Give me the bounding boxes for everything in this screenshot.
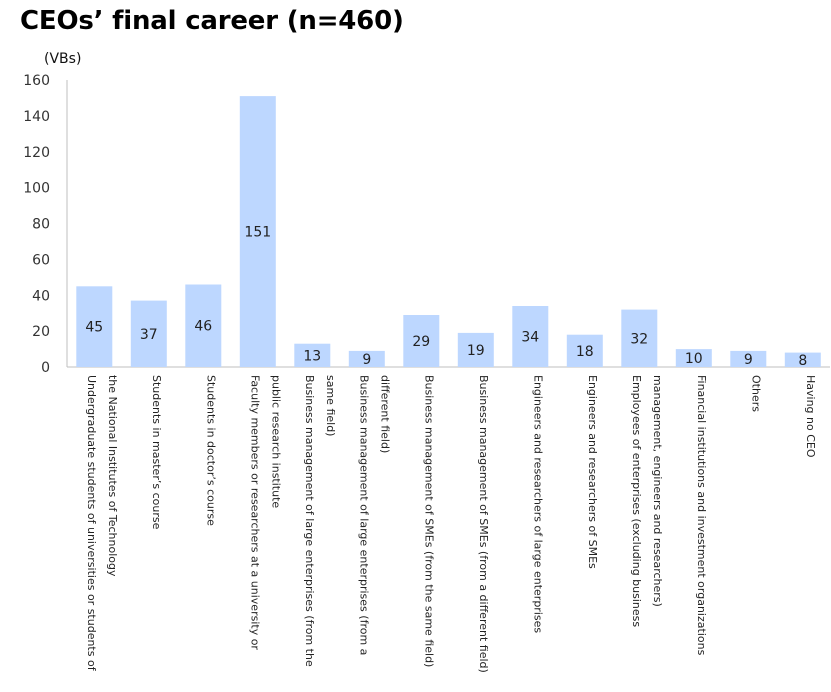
category-label-line: same field)	[324, 375, 337, 436]
data-label: 45	[85, 320, 103, 336]
category-label: Business management of large enterprises…	[303, 375, 337, 667]
data-label: 37	[140, 327, 158, 343]
data-label: 13	[303, 348, 321, 364]
category-label: Business management of large enterprises…	[357, 375, 391, 655]
category-label: Others	[749, 375, 762, 412]
data-label: 34	[521, 330, 539, 346]
category-label: Business management of SMEs (from a diff…	[477, 375, 490, 673]
axes: 0 20 40 60 80 100 120 140 160	[23, 73, 830, 376]
category-label-line: Financial institutions and investment or…	[695, 375, 708, 656]
y-tick-label: 60	[32, 252, 50, 268]
data-label: 19	[467, 343, 485, 359]
category-label-line: Business management of large enterprises…	[357, 375, 370, 655]
bar	[566, 334, 603, 367]
chart-title: CEOs’ final career (n=460)	[20, 6, 404, 36]
y-tick-label: 140	[23, 109, 50, 125]
data-label: 46	[194, 319, 212, 335]
category-label-line: Faculty members or researchers at a univ…	[248, 375, 261, 650]
category-labels: Undergraduate students of universities o…	[85, 375, 817, 673]
category-label: Faculty members or researchers at a univ…	[248, 375, 282, 650]
category-label-line: Engineers and researchers of SMEs	[586, 375, 599, 569]
bars	[76, 96, 821, 367]
data-label: 9	[362, 352, 371, 368]
data-labels: 45 37 46 151 13 9 29 19 34 18 32 10 9 8	[85, 225, 807, 369]
data-label: 8	[798, 353, 807, 369]
category-label-line: Students in master’s course	[150, 375, 163, 530]
category-label: Financial institutions and investment or…	[695, 375, 708, 656]
y-tick-label: 80	[32, 217, 50, 233]
bar	[730, 350, 767, 367]
y-axis-unit-label: (VBs)	[44, 51, 82, 67]
bar	[130, 300, 167, 367]
category-label-line: Students in doctor’s course	[204, 375, 217, 526]
category-label: Engineers and researchers of large enter…	[531, 375, 544, 633]
category-label-line: Others	[749, 375, 762, 412]
category-label: Business management of SMEs (from the sa…	[422, 375, 435, 667]
y-tick-label: 160	[23, 73, 50, 89]
data-label: 9	[744, 352, 753, 368]
bar	[512, 306, 549, 367]
category-label-line: Having no CEO	[804, 375, 817, 458]
bar	[76, 286, 113, 367]
bar	[294, 343, 331, 367]
category-label-line: Employees of enterprises (excluding busi…	[630, 375, 643, 627]
y-tick-label: 40	[32, 288, 50, 304]
category-label-line: Business management of SMEs (from the sa…	[422, 375, 435, 667]
data-label: 151	[244, 225, 271, 241]
category-label: Having no CEO	[804, 375, 817, 458]
data-label: 29	[412, 334, 430, 350]
category-label: Employees of enterprises (excluding busi…	[630, 375, 664, 627]
data-label: 18	[576, 344, 594, 360]
y-tick-label: 120	[23, 145, 50, 161]
category-label-line: Undergraduate students of universities o…	[85, 375, 98, 672]
data-label: 32	[630, 331, 648, 347]
bar	[675, 349, 712, 367]
category-label: Undergraduate students of universities o…	[85, 375, 119, 672]
bar	[403, 315, 440, 367]
category-label: Engineers and researchers of SMEs	[586, 375, 599, 569]
bar	[348, 350, 385, 367]
category-label: Students in master’s course	[150, 375, 163, 530]
category-label-line: the National Institutes of Technology	[106, 375, 119, 577]
category-label-line: different field)	[378, 375, 391, 453]
y-tick-label: 0	[41, 360, 50, 376]
category-label: Students in doctor’s course	[204, 375, 217, 526]
category-label-line: Engineers and researchers of large enter…	[531, 375, 544, 633]
y-tick-label: 100	[23, 181, 50, 197]
category-label-line: public research institute	[269, 375, 282, 508]
category-label-line: Business management of large enterprises…	[303, 375, 316, 667]
category-label-line: management, engineers and researchers)	[651, 375, 664, 607]
category-label-line: Business management of SMEs (from a diff…	[477, 375, 490, 673]
bar	[784, 352, 821, 367]
bar	[621, 309, 658, 367]
bar	[457, 332, 494, 367]
bar	[239, 96, 276, 367]
y-tick-label: 20	[32, 324, 50, 340]
bar	[185, 284, 222, 367]
data-label: 10	[685, 351, 703, 367]
